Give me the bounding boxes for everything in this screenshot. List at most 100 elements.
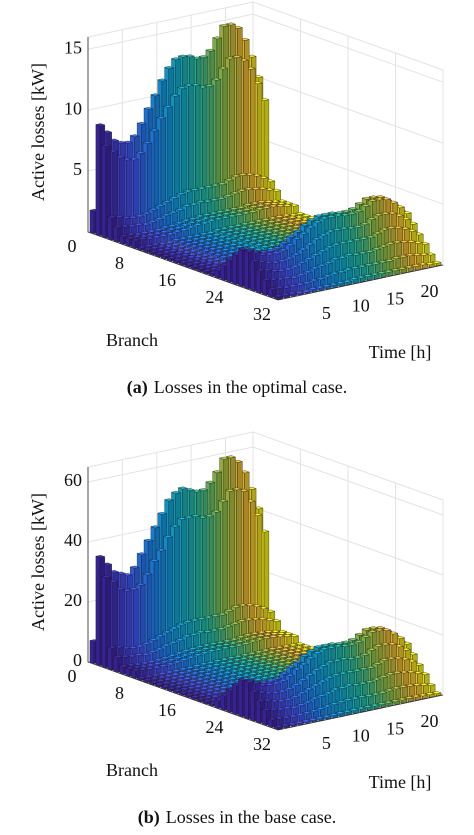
- bar-face: [287, 215, 297, 219]
- bar-face: [195, 214, 205, 218]
- bar-face: [190, 240, 200, 244]
- bar-face: [278, 224, 289, 228]
- bar-face: [211, 77, 221, 81]
- bar-face: [206, 218, 217, 222]
- bar-face: [200, 216, 211, 220]
- bar-face: [192, 233, 202, 237]
- bar-face: [252, 226, 262, 230]
- bar-face: [128, 215, 138, 219]
- caption-label: (a): [127, 377, 148, 398]
- bar-face: [95, 556, 101, 666]
- bar-face: [261, 205, 272, 209]
- bar-face: [190, 188, 200, 191]
- bar-face: [255, 207, 265, 211]
- bar-face: [135, 151, 146, 154]
- bar-face: [137, 245, 147, 249]
- z-axis-label: Active losses [kW]: [28, 63, 48, 201]
- bar-face: [269, 202, 280, 205]
- bar-face: [173, 226, 183, 229]
- bar-face: [218, 66, 228, 70]
- bar-face: [260, 221, 270, 225]
- bar-face: [218, 230, 229, 234]
- bar-face: [214, 213, 225, 217]
- bar-face: [143, 107, 154, 110]
- bar-face: [205, 230, 216, 234]
- bar-face: [197, 239, 207, 243]
- bar-face: [230, 191, 240, 195]
- x-tick-label: 0: [68, 236, 77, 256]
- bar-face: [255, 203, 266, 207]
- bar-face: [231, 174, 241, 178]
- bar-face: [272, 222, 283, 226]
- bar-face: [260, 217, 271, 221]
- bar-face: [153, 228, 164, 232]
- bar-face: [271, 225, 282, 229]
- bar-face: [250, 201, 260, 205]
- bar-face: [273, 218, 284, 222]
- bar-face: [243, 203, 253, 206]
- bar-face: [245, 172, 255, 176]
- bar-face: [228, 210, 238, 214]
- bar-face: [101, 576, 107, 669]
- bar: [107, 215, 117, 241]
- bar-face: [237, 233, 247, 236]
- bar-face: [224, 232, 235, 236]
- bar-face: [166, 227, 176, 231]
- bar-face: [196, 243, 206, 246]
- bar-face: [129, 157, 139, 161]
- bar-face: [95, 124, 101, 236]
- bar-face: [123, 140, 133, 144]
- y-tick-label: 20: [421, 281, 439, 301]
- bar: [176, 245, 186, 250]
- bar-face: [174, 221, 184, 225]
- bar-face: [138, 237, 148, 240]
- y-axis-label: Time [h]: [369, 342, 432, 362]
- bar-face: [265, 227, 275, 231]
- bar-face: [208, 211, 219, 215]
- bar-face: [185, 235, 195, 239]
- bar: [164, 240, 175, 245]
- x-axis-label: Branch: [106, 330, 158, 350]
- bar-face: [231, 230, 241, 234]
- bar-face: [212, 36, 222, 40]
- bar-face: [262, 202, 273, 206]
- bar-face: [232, 253, 237, 285]
- bar-face: [280, 217, 291, 221]
- bar-face: [238, 229, 248, 233]
- bar-face: [257, 186, 268, 190]
- bar-face: [171, 238, 181, 242]
- bar-face: [212, 228, 223, 232]
- bar-face: [292, 221, 302, 225]
- bar-face: [131, 238, 141, 242]
- bar-face: [119, 234, 129, 238]
- bar-face: [283, 201, 293, 205]
- bar-face: [207, 215, 218, 219]
- bar-face: [253, 223, 263, 226]
- bar-face: [251, 230, 261, 234]
- bar-face: [147, 219, 158, 223]
- bar-face: [178, 54, 188, 58]
- bar-face: [227, 214, 237, 218]
- bar-face: [133, 232, 143, 236]
- bar-face: [182, 204, 192, 207]
- bar-face: [176, 192, 186, 196]
- bar-face: [196, 186, 207, 190]
- y-tick-label: 5: [322, 303, 331, 323]
- bar-face: [209, 198, 220, 202]
- bar-face: [201, 213, 212, 216]
- bar-face: [170, 93, 180, 97]
- bar-face: [107, 216, 113, 241]
- bar-face: [216, 196, 226, 200]
- bar-face: [177, 240, 187, 244]
- bar-face: [163, 105, 173, 108]
- bar-face: [219, 23, 229, 27]
- z-tick-label: 15: [64, 37, 82, 57]
- bar-face: [216, 238, 227, 242]
- bar-face: [204, 84, 215, 87]
- bar-face: [180, 223, 190, 227]
- bar-face: [246, 224, 256, 228]
- bar-face: [193, 222, 203, 226]
- bar-face: [250, 260, 255, 292]
